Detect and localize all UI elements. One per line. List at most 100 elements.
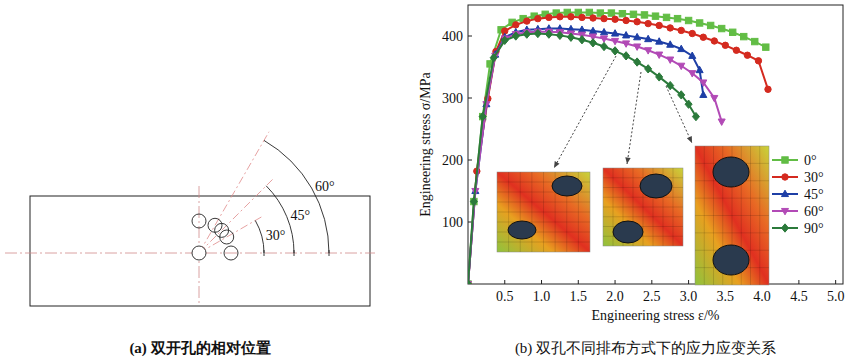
data-point <box>678 91 685 99</box>
x-tick-label: 0.5 <box>496 289 514 304</box>
fe-inset <box>603 168 683 246</box>
x-tick-label: 1.0 <box>533 289 551 304</box>
data-point <box>490 54 497 62</box>
y-tick-label: 300 <box>442 91 463 106</box>
data-point <box>513 22 519 28</box>
data-point <box>623 32 630 38</box>
fe-mesh <box>695 232 769 233</box>
data-point <box>556 31 563 39</box>
y-tick <box>468 160 472 161</box>
data-point <box>718 119 725 125</box>
data-point <box>763 44 769 50</box>
x-tick <box>615 280 616 284</box>
data-point <box>696 20 702 26</box>
x-tick <box>651 280 652 284</box>
legend-marker <box>782 157 788 163</box>
data-point <box>656 22 662 28</box>
data-point <box>733 47 739 53</box>
data-point <box>752 38 758 44</box>
data-point <box>634 33 641 39</box>
legend-marker <box>782 174 788 180</box>
data-point <box>711 95 718 101</box>
fe-mesh <box>750 146 751 285</box>
plate <box>30 196 370 306</box>
data-point <box>589 27 596 33</box>
data-point <box>578 26 585 32</box>
arc-end <box>264 250 265 256</box>
data-point <box>711 38 717 44</box>
data-point <box>689 30 695 36</box>
data-point <box>634 44 641 50</box>
data-point <box>755 58 761 64</box>
data-point <box>501 36 508 44</box>
radial-line <box>199 216 264 254</box>
data-point <box>546 14 552 20</box>
legend: 0°30°45°60°90° <box>772 153 824 236</box>
data-point <box>612 30 619 36</box>
data-point <box>623 52 630 60</box>
data-point <box>645 65 652 73</box>
data-point <box>601 42 608 50</box>
data-point <box>468 280 472 284</box>
caption: (a) 双开孔的相对位置 <box>129 340 270 357</box>
figure: 30°45°60°(a) 双开孔的相对位置0.51.01.52.02.53.03… <box>0 0 864 363</box>
series-line <box>468 32 722 284</box>
series-line <box>468 17 768 284</box>
y-tick-label: 400 <box>442 29 463 44</box>
data-point <box>700 34 706 40</box>
x-tick <box>688 280 689 284</box>
data-point <box>468 281 471 284</box>
fe-mesh <box>543 172 544 252</box>
centerline <box>5 253 375 254</box>
hole <box>208 218 222 232</box>
series-line <box>468 12 766 284</box>
data-point <box>678 27 684 33</box>
series-line <box>468 34 696 284</box>
y-axis-label: Engineering stress σ/MPa <box>418 72 433 217</box>
angle-arc <box>264 140 329 253</box>
data-point <box>512 32 519 40</box>
legend-marker <box>781 224 788 232</box>
data-point <box>741 33 747 39</box>
data-point <box>471 198 477 204</box>
data-point <box>568 14 574 20</box>
data-point <box>557 14 563 20</box>
pointer-head <box>687 136 692 143</box>
legend-marker <box>781 208 788 214</box>
legend-label: 0° <box>804 153 817 168</box>
fe-mesh <box>603 216 683 217</box>
angle-label: 30° <box>266 228 286 243</box>
pointer <box>627 72 641 164</box>
y-tick <box>468 36 472 37</box>
legend-label: 60° <box>804 204 824 219</box>
y-tick-label: 100 <box>442 215 463 230</box>
x-tick-label: 2.0 <box>606 289 624 304</box>
data-point <box>535 15 541 21</box>
x-tick-label: 4.0 <box>753 289 771 304</box>
data-point <box>601 28 608 34</box>
series-line <box>468 29 703 284</box>
fe-hole <box>713 157 749 187</box>
y-tick <box>468 98 472 99</box>
data-point <box>678 45 685 51</box>
data-point <box>608 10 614 16</box>
legend-label: 30° <box>804 170 824 185</box>
data-point <box>579 14 585 20</box>
fe-hole <box>713 245 749 275</box>
data-point <box>612 38 619 44</box>
data-point <box>623 41 630 47</box>
fe-mesh <box>497 222 590 223</box>
data-point <box>667 41 674 47</box>
data-point <box>765 86 771 92</box>
fe-hole <box>640 174 672 198</box>
data-point <box>730 29 736 35</box>
angle-label: 45° <box>290 208 310 223</box>
data-point <box>656 73 663 81</box>
data-point <box>656 52 663 58</box>
x-tick-label: 3.5 <box>717 289 735 304</box>
x-tick <box>835 280 836 284</box>
data-point <box>523 30 530 38</box>
arc-end <box>329 250 330 256</box>
data-point <box>700 91 707 97</box>
hole <box>192 214 206 228</box>
